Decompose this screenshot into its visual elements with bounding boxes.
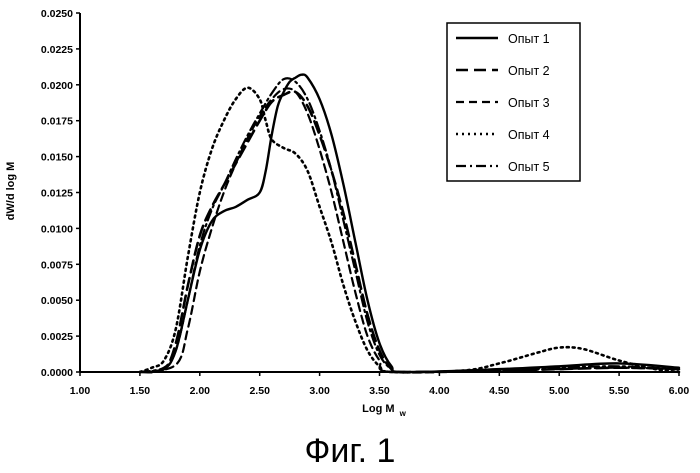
x-tick-label: 2.50 [249, 385, 270, 397]
x-tick-label: 1.00 [70, 385, 91, 397]
y-tick-label: 0.0225 [41, 44, 73, 56]
legend-label-5: Опыт 5 [508, 160, 550, 174]
series-line-5 [140, 78, 679, 372]
x-tick-label: 4.00 [429, 385, 450, 397]
x-tick-label: 4.50 [489, 385, 510, 397]
series-line-1 [140, 75, 679, 373]
legend: Опыт 1 Опыт 2 Опыт 3 Опыт 4 Опыт 5 [447, 23, 580, 181]
series-line-3 [140, 88, 679, 372]
y-tick-label: 0.0250 [41, 8, 73, 20]
x-axis-title-main: Log M [362, 403, 394, 415]
y-tick-label: 0.0075 [41, 259, 73, 271]
x-tick-label: 3.50 [369, 385, 390, 397]
x-tick-label: 5.50 [609, 385, 630, 397]
legend-label-4: Опыт 4 [508, 128, 550, 142]
plot-area: 0.0000 0.0025 0.0050 0.0075 0.0100 0.0125 0.01… [41, 8, 690, 397]
y-tick-label: 0.0025 [41, 331, 73, 343]
legend-label-2: Опыт 2 [508, 64, 550, 78]
series-line-4 [140, 88, 679, 373]
x-axis-title-subscript: w [399, 409, 407, 418]
y-tick-label: 0.0050 [41, 295, 73, 307]
x-tick-label: 2.00 [190, 385, 211, 397]
x-axis-title: Log M w [362, 403, 406, 418]
y-tick-label: 0.0175 [41, 116, 73, 128]
y-tick-label: 0.0200 [41, 80, 73, 92]
x-tick-label: 5.00 [549, 385, 570, 397]
y-axis-title: dW/d log M [5, 162, 17, 221]
y-tick-label: 0.0150 [41, 152, 73, 164]
y-tick-label: 0.0125 [41, 188, 73, 200]
x-tick-label: 6.00 [669, 385, 690, 397]
series-lines [140, 75, 679, 373]
x-tick-label: 3.00 [309, 385, 330, 397]
x-tick-label: 1.50 [130, 385, 151, 397]
y-tick-label: 0.0100 [41, 223, 73, 235]
figure-caption: Фиг. 1 [305, 432, 396, 470]
y-tick-label: 0.0000 [41, 367, 73, 379]
legend-label-3: Опыт 3 [508, 96, 550, 110]
legend-label-1: Опыт 1 [508, 32, 550, 46]
series-line-2 [140, 91, 679, 372]
